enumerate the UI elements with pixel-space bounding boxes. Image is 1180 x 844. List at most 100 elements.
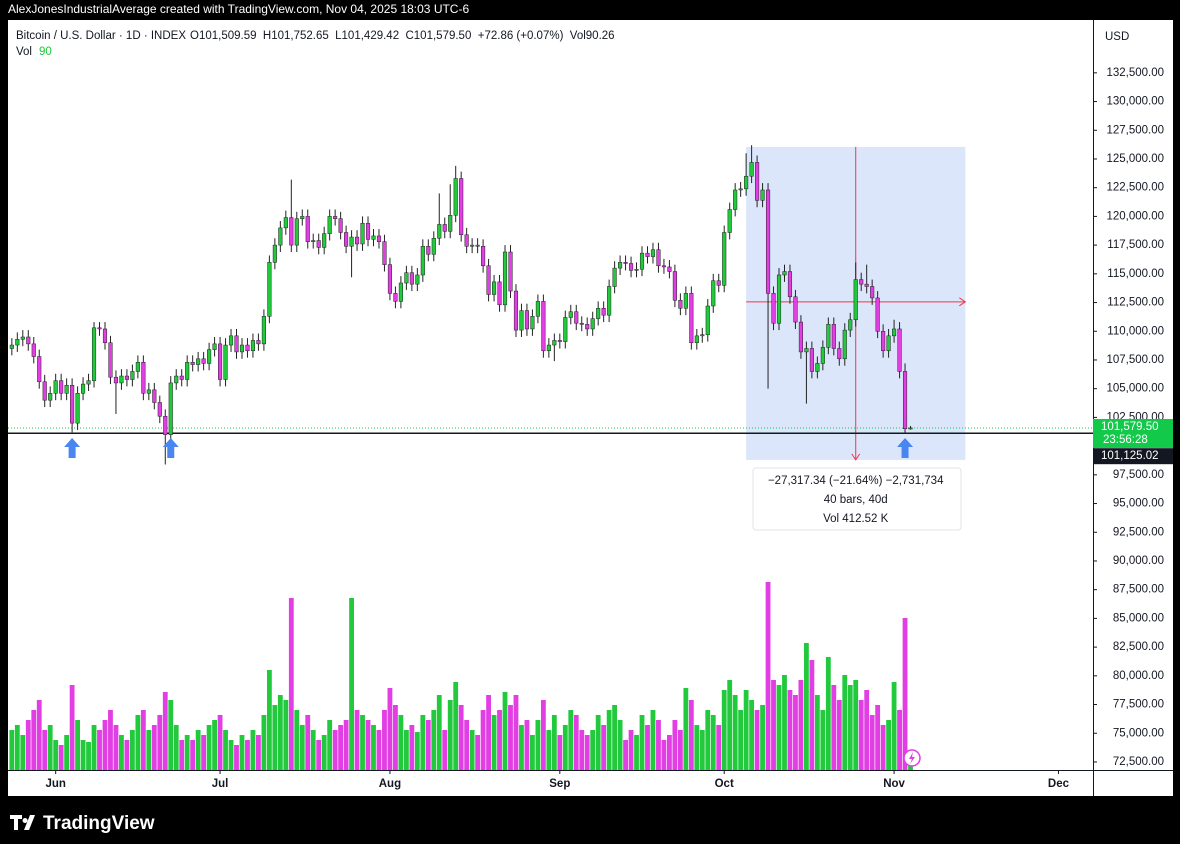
volume-bar (398, 715, 404, 770)
candle-body (355, 236, 360, 245)
candle-body (881, 331, 886, 352)
volume-bar (847, 685, 853, 770)
x-tick-label: Oct (715, 778, 734, 790)
candle-body (420, 246, 425, 276)
candle-body (26, 336, 31, 345)
candle-body (618, 262, 623, 269)
volume-bar (409, 725, 415, 770)
candle-body (601, 308, 606, 316)
volume-bar (486, 695, 491, 770)
measure-info-text: Vol 412.52 K (823, 513, 889, 525)
y-tick-label: 77,500.00 (1113, 699, 1164, 711)
candle-body (344, 232, 349, 247)
candle-body (300, 216, 305, 219)
candle-body (804, 348, 809, 353)
candle-body (848, 319, 853, 331)
volume-bar (650, 710, 656, 770)
candle-body (793, 296, 798, 323)
top-bar: AlexJonesIndustrialAverage created with … (8, 2, 469, 16)
volume-bar (656, 720, 661, 770)
candle-body (782, 271, 787, 276)
volume-bar (557, 735, 563, 770)
measure-info-text: 40 bars, 40d (824, 494, 888, 506)
candle-body (755, 162, 760, 201)
volume-bar (119, 735, 124, 770)
volume-bar (771, 680, 776, 770)
volume-bar (562, 725, 568, 770)
volume-bar (184, 735, 190, 770)
footer-brand: TradingView (43, 813, 155, 834)
volume-bar (436, 695, 442, 770)
candle-body (738, 188, 743, 191)
y-tick-label: 95,000.00 (1113, 498, 1164, 510)
y-tick-label: 130,000.00 (1106, 96, 1164, 108)
volume-bar (447, 700, 453, 770)
candle-body (135, 362, 140, 372)
volume-bar (305, 715, 311, 770)
volume-bar (623, 740, 628, 770)
volume-bar (228, 740, 234, 770)
y-tick-label: 82,500.00 (1113, 641, 1164, 653)
volume-bar (639, 715, 645, 770)
candle-body (623, 262, 628, 264)
candle-body (886, 335, 891, 352)
y-tick-label: 87,500.00 (1113, 584, 1164, 596)
volume-bar (91, 725, 97, 770)
volume-bar (606, 710, 612, 770)
volume-bar (508, 705, 513, 770)
candle-body (892, 328, 897, 337)
volume-bar (886, 720, 892, 770)
candle-body (831, 324, 836, 349)
candle-body (168, 382, 173, 435)
candle-body (152, 389, 157, 403)
candle-body (733, 189, 738, 210)
candle-body (393, 293, 398, 302)
volume-bar (212, 720, 217, 770)
volume-bar (288, 598, 294, 770)
y-tick-label: 92,500.00 (1113, 526, 1164, 538)
candle-body (70, 384, 75, 424)
candle-body (283, 217, 288, 229)
volume-bar (677, 730, 683, 770)
volume-bar (513, 695, 519, 770)
candle-body (711, 280, 716, 307)
candle-body (179, 375, 184, 380)
candle-body (574, 311, 579, 324)
candle-body (223, 344, 228, 380)
y-tick-label: 120,000.00 (1106, 210, 1164, 222)
candle-body (470, 244, 475, 247)
volume-bar (190, 740, 196, 770)
volume-bar (814, 695, 820, 770)
candle-body (431, 237, 436, 255)
volume-bar (140, 710, 146, 770)
candle-body (667, 266, 672, 272)
volume-bar (129, 730, 135, 770)
candle-body (228, 335, 234, 346)
volume-bar (223, 730, 228, 770)
candle-body (727, 209, 732, 233)
volume-bar (902, 618, 908, 770)
volume-bar (266, 670, 272, 770)
candle-body (628, 263, 634, 271)
volume-bar (524, 720, 530, 770)
candle-body (360, 223, 365, 245)
volume-bar (721, 690, 727, 770)
candle-body (130, 371, 135, 380)
volume-bar (256, 735, 261, 770)
volume-bar (261, 715, 267, 770)
volume-bar (716, 725, 722, 770)
candle-body (102, 328, 108, 343)
volume-bar (803, 643, 809, 770)
volume-bar (14, 725, 20, 770)
candle-body (519, 310, 524, 331)
volume-bar (403, 730, 409, 770)
candle-body (716, 280, 721, 286)
y-tick-label: 132,500.00 (1106, 67, 1164, 79)
volume-bar (272, 705, 278, 770)
volume-bar (162, 692, 168, 770)
candle-body (497, 281, 502, 306)
candle-body (634, 268, 639, 271)
candle-body (557, 340, 562, 342)
volume-bar (338, 725, 344, 770)
candle-body (639, 252, 645, 270)
